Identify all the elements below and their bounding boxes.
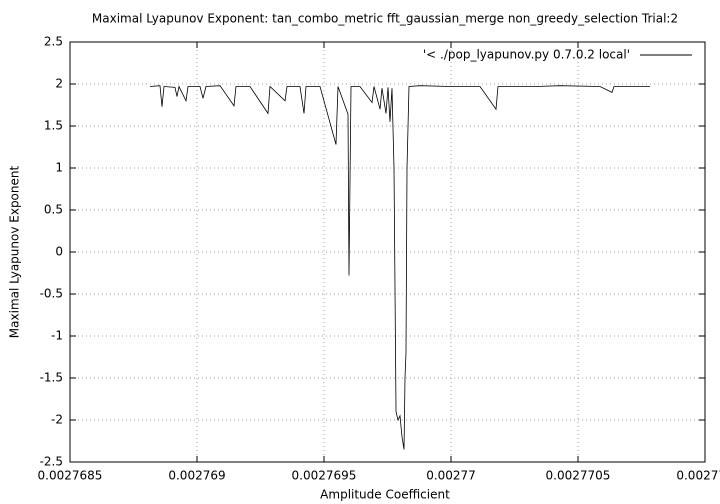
y-axis-label: Maximal Lyapunov Exponent bbox=[8, 166, 22, 339]
x-tick-label: 0.0027695 bbox=[292, 469, 357, 483]
y-tick-label: 0 bbox=[55, 245, 63, 259]
y-tick-label: 0.5 bbox=[44, 203, 63, 217]
x-tick-label: 0.002771 bbox=[676, 469, 720, 483]
x-tick-label: 0.0027685 bbox=[38, 469, 103, 483]
y-tick-label: 1 bbox=[55, 161, 63, 175]
y-tick-label: 2.5 bbox=[44, 35, 63, 49]
y-tick-label: -1.5 bbox=[40, 371, 63, 385]
y-tick-label: -0.5 bbox=[40, 287, 63, 301]
chart-title: Maximal Lyapunov Exponent: tan_combo_met… bbox=[92, 12, 678, 26]
y-tick-label: 2 bbox=[55, 77, 63, 91]
plot-border bbox=[69, 41, 706, 463]
legend-label: '< ./pop_lyapunov.py 0.7.0.2 local' bbox=[423, 48, 630, 62]
x-axis-label: Amplitude Coefficient bbox=[320, 488, 450, 502]
data-line bbox=[149, 85, 651, 450]
y-tick-label: 1.5 bbox=[44, 119, 63, 133]
y-tick-label: -2 bbox=[51, 413, 63, 427]
x-tick-label: 0.00277 bbox=[426, 469, 476, 483]
y-tick-label: -2.5 bbox=[40, 455, 63, 469]
x-tick-label: 0.002769 bbox=[168, 469, 225, 483]
y-tick-label: -1 bbox=[51, 329, 63, 343]
x-tick-label: 0.0027705 bbox=[546, 469, 611, 483]
